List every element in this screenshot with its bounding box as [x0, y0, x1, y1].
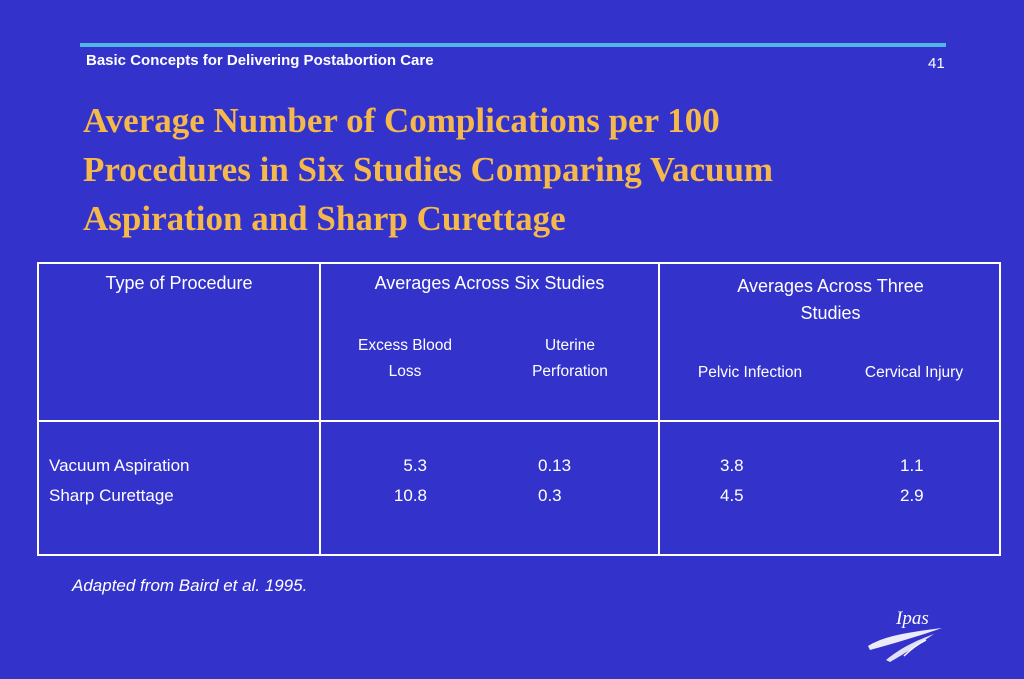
header-type-of-procedure: Type of Procedure	[105, 273, 253, 293]
subheader-excess-blood-loss: Excess Blood Loss	[335, 333, 475, 385]
row-sharp-blood-loss: 10.8	[393, 486, 427, 505]
subheader-uterine-perforation: Uterine Perforation	[505, 333, 635, 385]
title-line-2: Procedures in Six Studies Comparing Vacu…	[83, 150, 774, 189]
row-vacuum-procedure: Vacuum Aspiration	[49, 456, 190, 475]
row-vacuum-pelvic: 3.8	[720, 456, 744, 475]
ipas-logo-text: Ipas	[896, 608, 929, 629]
header-three-studies: Averages Across Three Studies	[660, 273, 1001, 327]
header-three-studies-line2: Studies	[800, 303, 861, 323]
table-divider-header	[39, 420, 999, 422]
slide-header: Basic Concepts for Delivering Postaborti…	[86, 52, 434, 69]
ipas-swoosh-logo-icon	[868, 628, 942, 662]
subheader-uterine-line2: Perforation	[532, 363, 608, 380]
header-rule	[80, 43, 946, 47]
row-sharp-cervical: 2.9	[900, 486, 924, 505]
row-sharp-procedure: Sharp Curettage	[49, 486, 174, 505]
slide-number: 41	[928, 55, 945, 72]
header-six-studies: Averages Across Six Studies	[374, 273, 605, 293]
subheader-cervical-injury: Cervical Injury	[864, 364, 964, 381]
title-line-1: Average Number of Complications per 100	[83, 101, 720, 140]
subheader-uterine-line1: Uterine	[545, 337, 595, 354]
header-three-studies-line1: Averages Across Three	[737, 276, 924, 296]
row-sharp-perforation: 0.3	[538, 486, 562, 505]
title-line-3: Aspiration and Sharp Curettage	[83, 199, 566, 238]
table-divider-col1	[319, 264, 321, 554]
subheader-pelvic-infection: Pelvic Infection	[697, 364, 803, 381]
row-vacuum-cervical: 1.1	[900, 456, 924, 475]
subheader-excess-blood-line2: Loss	[388, 363, 422, 380]
row-sharp-pelvic: 4.5	[720, 486, 744, 505]
table-divider-col2	[658, 264, 660, 554]
row-vacuum-perforation: 0.13	[538, 456, 572, 475]
source-footnote: Adapted from Baird et al. 1995.	[72, 576, 308, 595]
complications-table: Type of Procedure Averages Across Six St…	[37, 262, 1001, 556]
slide-title: Average Number of Complications per 100 …	[83, 96, 983, 243]
subheader-excess-blood-line1: Excess Blood	[358, 337, 452, 354]
row-vacuum-blood-loss: 5.3	[403, 456, 427, 475]
